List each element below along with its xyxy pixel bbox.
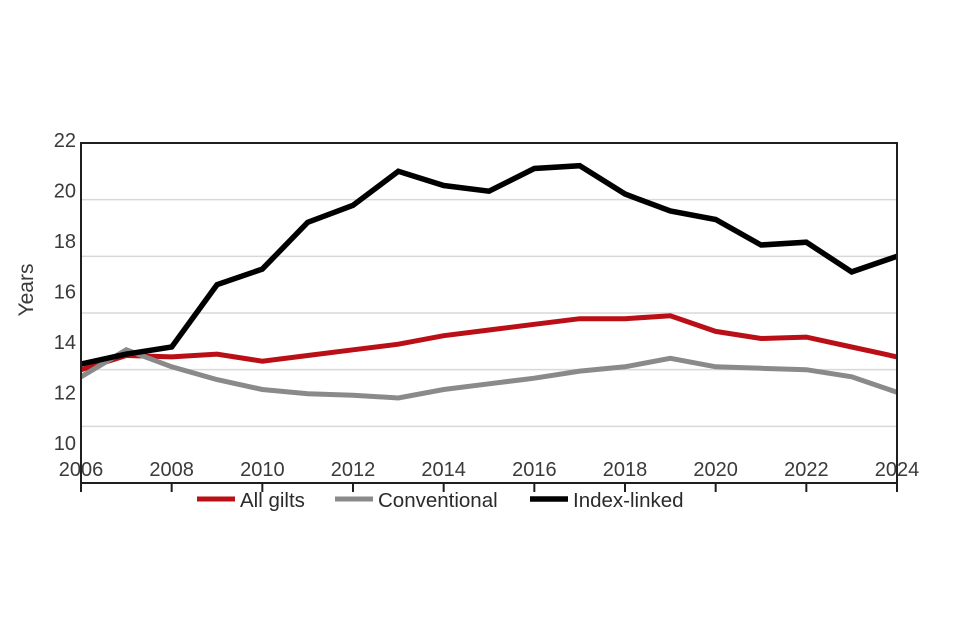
legend-label-all-gilts: All gilts: [240, 489, 305, 512]
x-tick-label-2012: 2012: [331, 459, 376, 481]
x-tick-label-2020: 2020: [693, 459, 738, 481]
legend-label-index-linked: Index-linked: [573, 489, 684, 512]
x-tick-label-2024: 2024: [875, 459, 920, 481]
y-tick-label-22: 22: [54, 130, 76, 152]
x-tick-label-2018: 2018: [603, 459, 648, 481]
y-tick-label-16: 16: [54, 282, 76, 304]
y-tick-label-14: 14: [54, 332, 76, 354]
x-tick-label-2016: 2016: [512, 459, 557, 481]
plot-border: [80, 142, 898, 484]
y-axis-title: Years: [15, 264, 38, 317]
y-tick-label-20: 20: [54, 181, 76, 203]
y-tick-label-18: 18: [54, 231, 76, 253]
legend-label-conventional: Conventional: [378, 489, 498, 512]
x-tick-label-2010: 2010: [240, 459, 285, 481]
series-line-index-linked: [80, 162, 898, 367]
y-tick-label-10: 10: [54, 433, 76, 455]
x-tick-label-2008: 2008: [149, 459, 194, 481]
y-tick-label-12: 12: [54, 383, 76, 405]
x-tick-label-2014: 2014: [421, 459, 466, 481]
x-tick-label-2022: 2022: [784, 459, 829, 481]
series-line-all-gilts: [80, 313, 898, 373]
series-line-conventional: [79, 347, 898, 401]
x-tick-label-2006: 2006: [59, 459, 104, 481]
